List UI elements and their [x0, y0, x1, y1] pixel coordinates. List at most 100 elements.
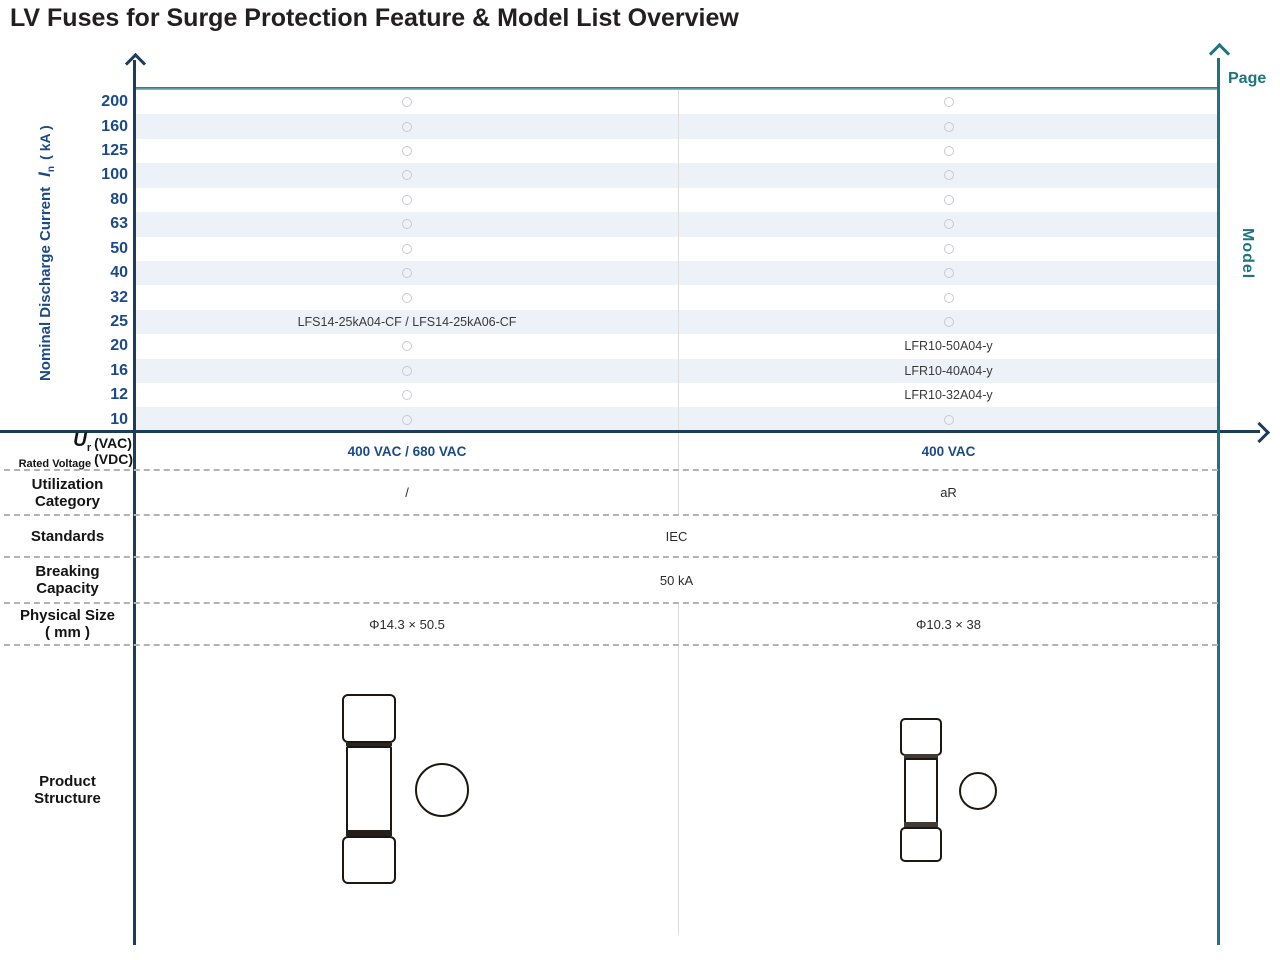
- spec-header-utilization: Utilization Category: [31, 475, 104, 510]
- chart-cell-right: [679, 237, 1218, 261]
- spec-value-utilization-left: /: [405, 485, 409, 500]
- chart-cell-right: [679, 310, 1218, 334]
- spec-value-voltage-left: 400 VAC / 680 VAC: [347, 443, 467, 459]
- chart-cell-right: [679, 90, 1218, 114]
- availability-dot-icon: [943, 97, 954, 108]
- y-tick-label: 63: [110, 215, 128, 233]
- y-axis-symbol: In: [34, 165, 58, 177]
- model-label: LFR10-32A04-y: [904, 388, 993, 403]
- chart-cell-left: [135, 261, 679, 285]
- availability-dot-icon: [402, 341, 412, 352]
- y-tick-label: 80: [110, 190, 128, 208]
- y-tick-label: 20: [110, 337, 128, 355]
- y-tick-label: 100: [101, 166, 128, 184]
- fuse-left-end-view-circle: [415, 763, 469, 817]
- availability-dot-icon: [402, 146, 412, 157]
- y-tick-label: 32: [110, 288, 128, 306]
- availability-dot-icon: [402, 121, 412, 132]
- voltage-vdc-label: (VDC): [94, 451, 133, 467]
- availability-dot-icon: [402, 194, 412, 205]
- availability-dot-icon: [402, 243, 412, 254]
- spec-header-rated-voltage: Ur Rated Voltage (VAC) (VDC): [0, 431, 135, 471]
- y-axis-title: Nominal Discharge Current In ( kA ): [35, 82, 57, 424]
- chart-row: LFR10-32A04-y: [135, 383, 1218, 407]
- spec-row-standards: Standards IEC: [0, 515, 1218, 557]
- chart-cell-right: LFR10-32A04-y: [679, 383, 1218, 407]
- chart-row: LFS14-25kA04-CF / LFS14-25kA06-CF: [135, 309, 1218, 335]
- x-axis-arrow-icon: [1248, 421, 1271, 444]
- fuse-right-body: [904, 758, 938, 824]
- availability-dot-icon: [402, 365, 412, 376]
- availability-dot-icon: [402, 170, 412, 181]
- chart-row: [135, 237, 1218, 261]
- row-separator: [4, 469, 1218, 471]
- chart-cell-right: [679, 139, 1218, 163]
- y-tick-label: 40: [110, 264, 128, 282]
- availability-dot-icon: [402, 390, 412, 401]
- chart-row: [135, 188, 1218, 212]
- chart-cell-left: [135, 163, 679, 187]
- spec-value-standards: IEC: [665, 528, 688, 544]
- chart-row: [135, 212, 1218, 237]
- y-axis-arrow-icon: [124, 52, 147, 75]
- chart-cell-right: [679, 188, 1218, 212]
- availability-dot-icon: [943, 146, 954, 157]
- voltage-name: Rated Voltage: [18, 457, 92, 470]
- chart-cell-right: LFR10-40A04-y: [679, 359, 1218, 383]
- fuse-right-upper-band: [904, 754, 938, 759]
- chart-cell-left: [135, 285, 679, 309]
- availability-dot-icon: [943, 268, 954, 279]
- availability-dot-icon: [402, 268, 412, 279]
- y-tick-label: 12: [110, 386, 128, 404]
- row-separator: [4, 602, 1218, 604]
- model-label: LFS14-25kA04-CF / LFS14-25kA06-CF: [297, 315, 517, 329]
- spec-header-breaking-capacity: Breaking Capacity: [35, 563, 100, 597]
- chart-row: [135, 260, 1218, 286]
- y-axis-unit: ( kA ): [36, 125, 53, 160]
- voltage-symbol: Ur: [73, 430, 92, 454]
- row-separator: [4, 644, 1218, 646]
- availability-dot-icon: [943, 170, 954, 181]
- chart-row: [135, 90, 1218, 114]
- page-title: LV Fuses for Surge Protection Feature & …: [10, 4, 739, 32]
- chart-row: [135, 139, 1218, 163]
- fuse-left-neck-band: [346, 743, 392, 746]
- y-tick-label: 16: [110, 361, 128, 379]
- chart-cell-right: [679, 212, 1218, 236]
- y-tick-label: 10: [110, 410, 128, 428]
- voltage-vac-label: (VAC): [94, 435, 132, 451]
- spec-row-utilization: Utilization Category / aR: [0, 470, 1218, 515]
- fuse-left-body: [346, 746, 392, 832]
- fuse-right-end-view-circle: [959, 772, 997, 810]
- column-divider-lower: [678, 603, 679, 935]
- x-axis-line: [0, 430, 1260, 433]
- availability-dot-icon: [943, 292, 954, 303]
- availability-dot-icon: [943, 121, 954, 132]
- row-separator: [4, 556, 1218, 558]
- spec-value-utilization-right: aR: [940, 485, 957, 500]
- spec-value-size-right: Φ10.3 × 38: [916, 616, 981, 632]
- availability-dot-icon: [402, 97, 412, 108]
- spec-header-physical-size: Physical Size ( mm ): [19, 607, 116, 641]
- page-axis-label: Page: [1228, 70, 1267, 87]
- row-separator: [4, 514, 1218, 516]
- model-axis-label: Model: [1239, 228, 1256, 280]
- chart-cell-left: [135, 212, 679, 236]
- fuse-left-lower-band: [346, 830, 392, 836]
- chart-row: [135, 407, 1218, 432]
- page-axis-arrow-icon: [1208, 42, 1231, 65]
- y-tick-label: 50: [110, 239, 128, 257]
- model-label: LFR10-40A04-y: [904, 363, 993, 378]
- spec-header-standards: Standards: [30, 527, 105, 545]
- chart-row: [135, 163, 1218, 188]
- chart-cell-left: [135, 90, 679, 114]
- chart-row: [135, 114, 1218, 139]
- chart-cell-left: [135, 334, 679, 358]
- column-divider-upper: [678, 90, 679, 515]
- chart-cell-left: [135, 237, 679, 261]
- availability-dot-icon: [943, 317, 954, 327]
- fuse-left-bottom-cap: [342, 836, 396, 884]
- chart-cell-left: [135, 114, 679, 138]
- chart-grid: LFS14-25kA04-CF / LFS14-25kA06-CF LFR10-5…: [135, 90, 1218, 432]
